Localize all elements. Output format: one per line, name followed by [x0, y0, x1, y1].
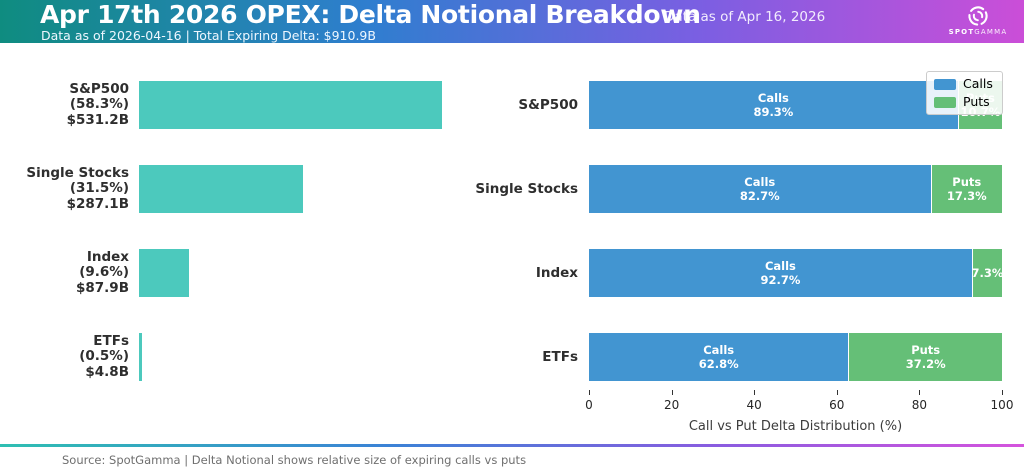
segment-label: 92.7% [760, 273, 801, 287]
calls-segment-etfs: Calls 62.8% [589, 333, 849, 381]
notional-label-line: $531.2B [66, 111, 129, 128]
notional-label-single-stocks: Single Stocks (31.5%) $287.1B [0, 165, 129, 213]
xtick-label-80: 80 [911, 398, 928, 412]
segment-label: 89.3% [753, 105, 794, 119]
segment-label: 37.2% [905, 357, 946, 371]
callput-row-single-stocks: Single Stocks Calls 82.7% Puts 17.3% [0, 165, 1024, 213]
notional-row-s-p500: S&P500 (58.3%) $531.2B [0, 81, 470, 129]
page-subtitle: Data as of 2026-04-16 | Total Expiring D… [41, 28, 376, 43]
segment-label: Puts [911, 343, 941, 357]
notional-bar-index [139, 249, 189, 297]
xtick-mark-60 [836, 390, 838, 395]
callput-category-s-p500: S&P500 [518, 97, 578, 113]
notional-label-line: Single Stocks [26, 164, 129, 181]
xtick-label-60: 60 [829, 398, 845, 412]
source-attribution: Source: SpotGamma | Delta Notional shows… [62, 453, 527, 467]
callput-category-etfs: ETFs [542, 349, 578, 365]
xaxis-title: Call vs Put Delta Distribution (%) [688, 419, 903, 434]
callput-row-index: Index Calls 92.7% 7.3% [0, 249, 1024, 297]
puts-segment-etfs: Puts 37.2% [848, 333, 1002, 381]
segment-label: Puts [952, 175, 982, 189]
notional-label-line: $287.1B [66, 195, 129, 212]
notional-label-line: S&P500 [69, 80, 129, 97]
notional-label-line: Index [86, 248, 129, 265]
calls-segment-index: Calls 92.7% [589, 249, 972, 297]
segment-label: Calls [764, 259, 796, 273]
calls-segment-s-p500: Calls 89.3% [589, 81, 958, 129]
legend-row-puts: Puts [934, 95, 993, 109]
calls-swatch-icon [934, 78, 956, 90]
spotgamma-swirl-icon [968, 6, 988, 26]
xtick-label-40: 40 [746, 398, 762, 412]
puts-swatch-icon [934, 96, 956, 108]
notional-row-single-stocks: Single Stocks (31.5%) $287.1B [0, 165, 470, 213]
segment-label: Calls [744, 175, 776, 189]
xtick-mark-20 [671, 390, 673, 395]
notional-row-etfs: ETFs (0.5%) $4.8B [0, 333, 470, 381]
legend-label-calls: Calls [963, 76, 993, 91]
legend-row-calls: Calls [934, 77, 993, 91]
xtick-label-100: 100 [990, 398, 1014, 412]
notional-label-line: ETFs [93, 332, 129, 349]
callput-category-single-stocks: Single Stocks [475, 181, 578, 197]
segment-label: Calls [703, 343, 735, 357]
notional-label-line: (9.6%) [79, 264, 129, 281]
notional-label-line: $4.8B [85, 363, 129, 380]
segment-label: 7.3% [971, 266, 1004, 280]
xtick-mark-80 [919, 390, 921, 395]
notional-label-s-p500: S&P500 (58.3%) $531.2B [0, 81, 129, 129]
callput-bar-single-stocks: Calls 82.7% Puts 17.3% [589, 165, 1002, 213]
callput-bar-etfs: Calls 62.8% Puts 37.2% [589, 333, 1002, 381]
notional-label-index: Index (9.6%) $87.9B [0, 249, 129, 297]
page-title: Apr 17th 2026 OPEX: Delta Notional Break… [40, 0, 701, 29]
segment-label: Calls [757, 91, 789, 105]
notional-label-etfs: ETFs (0.5%) $4.8B [0, 333, 129, 381]
notional-row-index: Index (9.6%) $87.9B [0, 249, 470, 297]
notional-label-line: (0.5%) [79, 348, 129, 365]
notional-label-line: (31.5%) [69, 180, 129, 197]
notional-bar-s-p500 [139, 81, 443, 129]
xtick-mark-100 [1002, 390, 1003, 395]
data-as-of-text: Data as of Apr 16, 2026 [664, 9, 826, 25]
puts-segment-single-stocks: Puts 17.3% [930, 165, 1002, 213]
footer-gradient-divider [0, 444, 1024, 447]
xtick-label-20: 20 [663, 398, 680, 412]
header-banner: Data as of Apr 16, 2026 Apr 17th 2026 OP… [0, 0, 1024, 43]
legend: Calls Puts [926, 71, 1003, 115]
spotgamma-logo-text: SPOTGAMMA [948, 28, 1008, 36]
notional-label-line: (58.3%) [69, 96, 129, 113]
notional-bar-etfs [139, 333, 142, 381]
legend-label-puts: Puts [963, 94, 990, 109]
segment-label: 82.7% [739, 189, 780, 203]
segment-label: 17.3% [946, 189, 987, 203]
notional-bar-single-stocks [139, 165, 303, 213]
callput-bar-index: Calls 92.7% 7.3% [589, 249, 1004, 297]
xtick-label-0: 0 [585, 398, 593, 412]
notional-label-line: $87.9B [76, 279, 129, 296]
puts-segment-index: 7.3% [971, 249, 1004, 297]
callput-category-index: Index [535, 265, 578, 281]
calls-segment-single-stocks: Calls 82.7% [589, 165, 931, 213]
callput-row-etfs: ETFs Calls 62.8% Puts 37.2% [0, 333, 1024, 381]
xtick-mark-0 [589, 390, 590, 395]
spotgamma-logo: SPOTGAMMA [942, 2, 1014, 36]
segment-label: 62.8% [698, 357, 739, 371]
xtick-mark-40 [754, 390, 756, 395]
